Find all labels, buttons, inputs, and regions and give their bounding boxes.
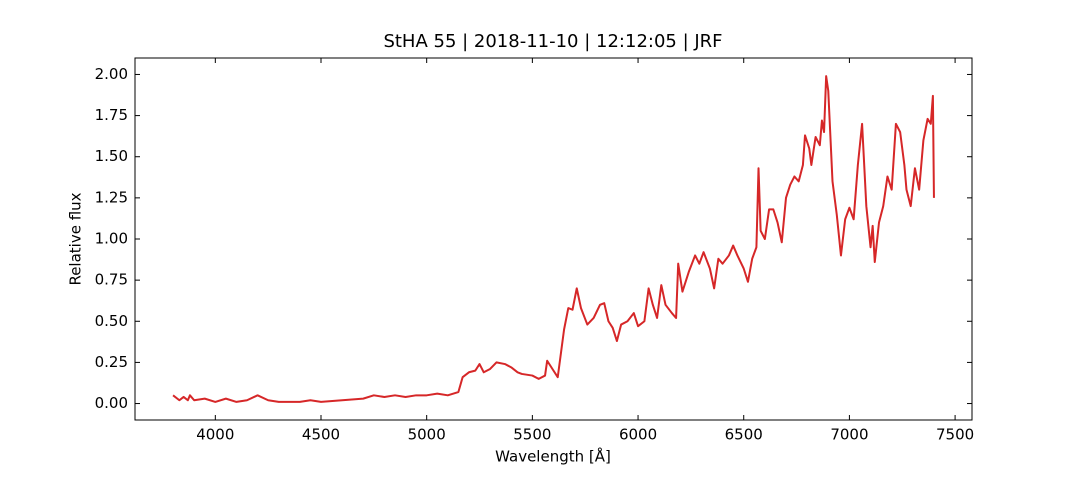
x-tick-label: 7000 [830, 426, 868, 444]
x-tick-label: 5500 [513, 426, 551, 444]
y-axis-label: Relative flux [67, 192, 85, 285]
x-tick-label: 4000 [196, 426, 234, 444]
y-tick-label: 1.00 [95, 230, 128, 248]
y-tick-label: 0.25 [95, 353, 128, 371]
y-tick-label: 1.50 [95, 147, 128, 165]
y-tick-label: 2.00 [95, 65, 128, 83]
y-tick-label: 0.75 [95, 271, 128, 289]
chart-title: StHA 55 | 2018-11-10 | 12:12:05 | JRF [383, 31, 722, 52]
plot-frame [134, 57, 973, 421]
y-tick-label: 0.00 [95, 394, 128, 412]
x-axis-label: Wavelength [Å] [495, 447, 611, 466]
y-tick-label: 1.25 [95, 188, 128, 206]
x-tick-label: 4500 [302, 426, 340, 444]
spectrum-line [172, 75, 935, 403]
x-tick-label: 5000 [408, 426, 446, 444]
y-tick-label: 1.75 [95, 106, 128, 124]
x-tick-label: 6500 [725, 426, 763, 444]
y-tick-label: 0.50 [95, 312, 128, 330]
x-tick-label: 7500 [936, 426, 974, 444]
x-tick-label: 6000 [619, 426, 657, 444]
